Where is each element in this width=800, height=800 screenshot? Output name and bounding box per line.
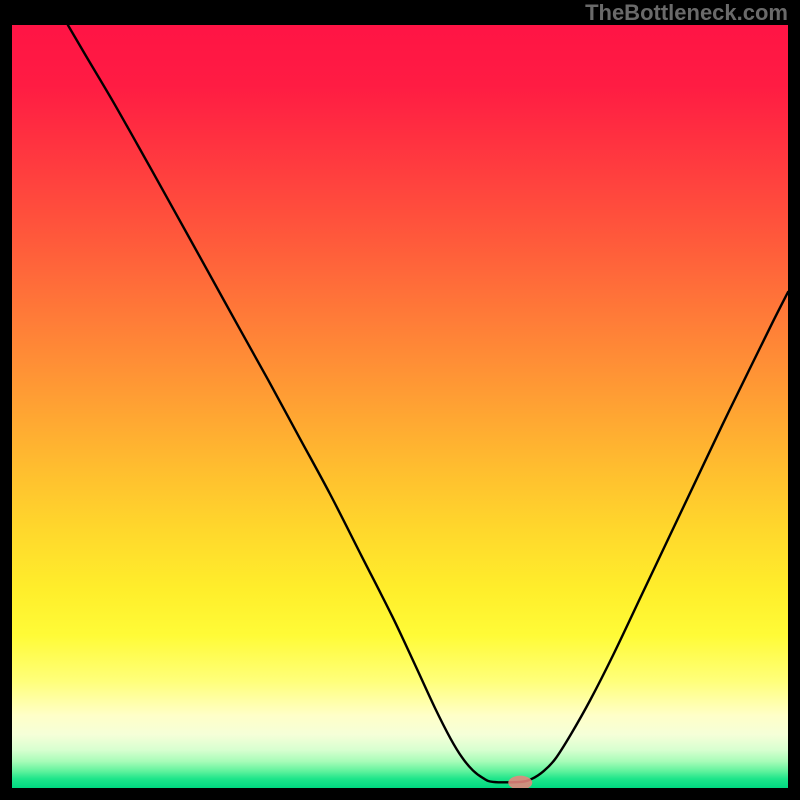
chart-svg	[12, 25, 788, 788]
watermark-text: TheBottleneck.com	[585, 0, 788, 26]
plot-area	[12, 25, 788, 788]
gradient-background	[12, 25, 788, 788]
chart-frame: TheBottleneck.com	[0, 0, 800, 800]
